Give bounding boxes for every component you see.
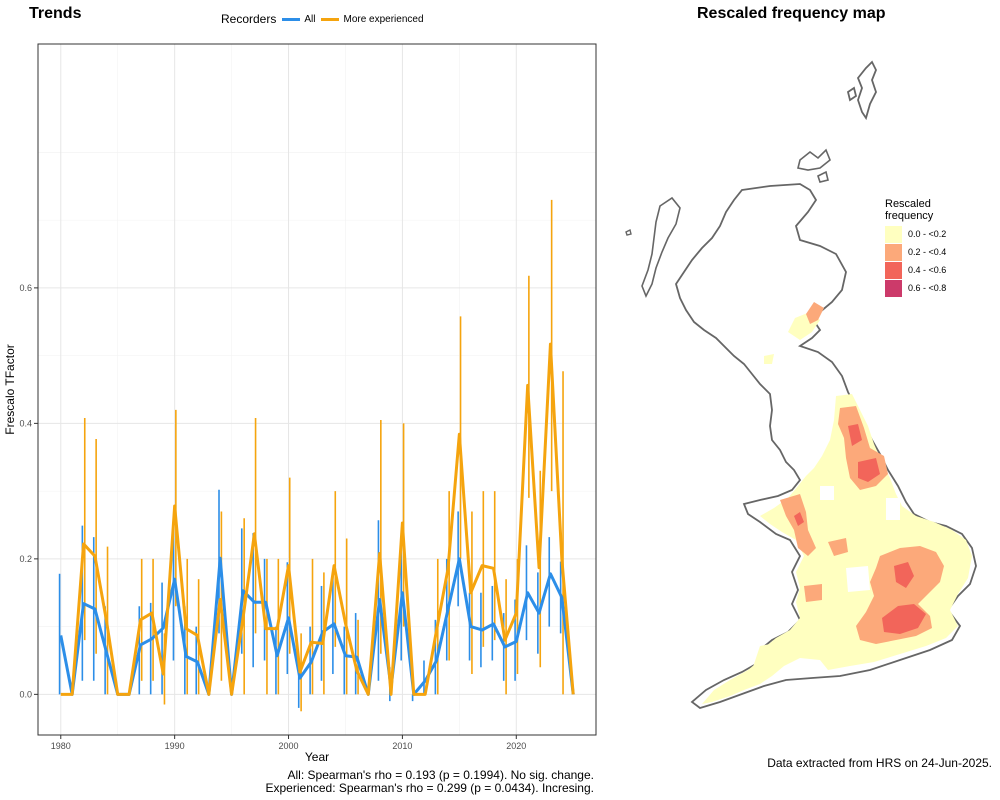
stats-experienced: Experienced: Spearman's rho = 0.299 (p =… (265, 781, 595, 795)
map-bin-2-area-se (882, 604, 926, 634)
map-legend-swatch (885, 243, 902, 261)
map-legend-item: 0.4 - <0.6 (885, 261, 946, 279)
series-line-all (59, 556, 575, 696)
y-tick-label: 0.4 (19, 418, 32, 428)
map-gap-2 (846, 566, 870, 592)
map-bin-0-area-sw (750, 642, 780, 680)
map-legend-label: 0.4 - <0.6 (908, 265, 947, 275)
map-legend-item: 0.0 - <0.2 (885, 225, 946, 243)
map-outer-hebrides (641, 196, 681, 298)
map-title: Rescaled frequency map (697, 5, 886, 22)
legend-label-all: All (304, 13, 316, 25)
trends-title: Trends (29, 5, 82, 22)
map-bin-2-area-ne-2 (858, 458, 880, 482)
y-axis-label: Frescalo TFactor (3, 344, 17, 434)
series-line-more-experienced (60, 342, 575, 696)
map-legend-item: 0.2 - <0.4 (885, 243, 946, 261)
map-legend-title-line2: frequency (885, 210, 934, 222)
map-legend-swatch (885, 225, 902, 243)
map-legend: Rescaled frequency 0.0 - <0.2 0.2 - <0.4… (885, 198, 946, 297)
y-tick-label: 0.0 (19, 689, 32, 699)
map-shetland (846, 60, 877, 121)
y-tick-label: 0.2 (19, 554, 32, 564)
map-legend-label: 0.6 - <0.8 (908, 283, 947, 293)
map-legend-title-line1: Rescaled (885, 198, 931, 210)
map-legend-label: 0.2 - <0.4 (908, 247, 947, 257)
map-legend-swatch (885, 279, 902, 297)
x-tick-label: 2000 (279, 741, 299, 751)
map-bin-2-area-east (894, 562, 914, 588)
legend-entry-all: All (282, 14, 315, 25)
map-bin-2-area-ne-1 (848, 424, 862, 446)
map-bin-0-island (764, 354, 774, 364)
map-frequency-overlay (702, 302, 972, 704)
x-tick-label: 1980 (51, 741, 71, 751)
x-tick-label: 2020 (506, 741, 526, 751)
map-st-kilda (625, 228, 632, 236)
stats-all: All: Spearman's rho = 0.193 (p = 0.1994)… (287, 768, 594, 782)
map-bin-1-area-west (804, 584, 822, 602)
legend-label-experienced: More experienced (343, 13, 424, 25)
map-bin-1-area-north (806, 302, 824, 324)
map-legend-item: 0.6 - <0.8 (885, 279, 946, 297)
legend-swatch-experienced (321, 17, 340, 21)
trends-chart: 1980 1990 2000 2010 2020 0.0 0.2 0.4 0.6 Year Fr… (3, 43, 597, 764)
legend-entry-experienced: More experienced (321, 13, 424, 25)
legend-title: Recorders (221, 12, 277, 26)
y-tick-label: 0.6 (19, 283, 32, 293)
chart-series (58, 199, 575, 712)
chart-legend: Recorders All More experienced (221, 12, 424, 26)
map-gap-3 (820, 486, 834, 500)
chart-grid (38, 44, 596, 735)
map-legend-label: 0.0 - <0.2 (908, 229, 947, 239)
map-gap-1 (886, 498, 900, 520)
map-orkney (797, 148, 831, 183)
gb-frequency-map (625, 60, 977, 709)
map-bin-1-area-midlands (828, 538, 848, 556)
chart-panel-border (37, 43, 597, 736)
map-bin-2-area-wales (794, 512, 804, 526)
legend-swatch-all (282, 17, 301, 21)
x-axis-label: Year (305, 750, 329, 764)
map-legend-swatch (885, 261, 902, 279)
x-tick-label: 2010 (392, 741, 412, 751)
chart-axes: 1980 1990 2000 2010 2020 0.0 0.2 0.4 0.6 (19, 283, 526, 751)
x-tick-label: 1990 (165, 741, 185, 751)
data-source-note: Data extracted from HRS on 24-Jun-2025. (767, 756, 992, 770)
